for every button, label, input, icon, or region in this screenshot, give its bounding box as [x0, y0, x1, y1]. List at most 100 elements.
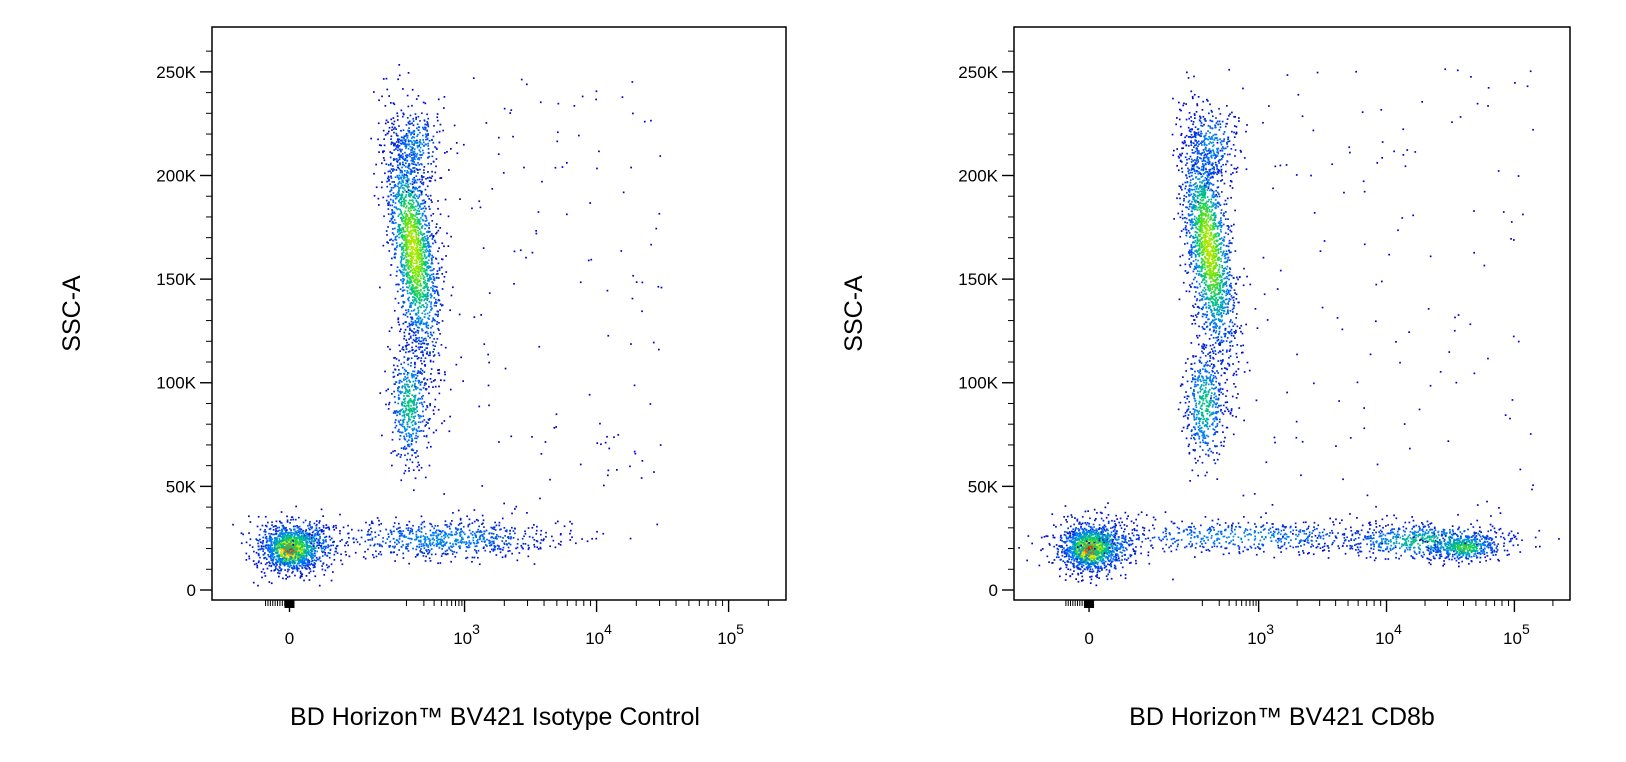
data-point: [401, 391, 403, 393]
data-point: [410, 247, 413, 250]
data-point: [297, 534, 299, 537]
data-point: [399, 245, 401, 247]
data-point: [400, 258, 403, 261]
data-point: [411, 302, 414, 305]
data-point: [398, 227, 401, 230]
data-point: [416, 127, 418, 130]
data-point: [632, 112, 634, 115]
data-point: [410, 133, 412, 136]
data-point: [467, 525, 470, 528]
data-point: [405, 527, 408, 530]
data-point: [406, 213, 409, 216]
data-point: [427, 418, 430, 421]
data-point: [424, 279, 427, 282]
data-point: [501, 517, 504, 520]
data-point: [402, 217, 405, 220]
data-point: [408, 217, 410, 219]
data-point: [475, 550, 477, 552]
data-point: [420, 523, 423, 526]
data-point: [400, 409, 402, 411]
data-point: [578, 134, 580, 137]
data-point: [416, 292, 419, 295]
data-point: [406, 275, 408, 278]
data-point: [409, 278, 412, 281]
data-point: [506, 536, 509, 539]
data-point: [428, 254, 431, 256]
scatter-points: [232, 64, 663, 587]
data-point: [433, 279, 436, 282]
data-point: [413, 181, 416, 184]
data-point: [404, 464, 407, 467]
data-point: [282, 532, 284, 535]
data-point: [431, 262, 434, 265]
data-point: [403, 413, 406, 416]
data-point: [403, 257, 406, 259]
data-point: [412, 321, 415, 324]
data-point: [398, 198, 401, 201]
data-point: [413, 308, 416, 311]
data-point: [380, 553, 383, 556]
data-point: [426, 405, 428, 407]
data-point: [434, 525, 437, 527]
data-point: [401, 252, 403, 255]
data-point: [475, 536, 477, 538]
data-point: [288, 536, 290, 539]
data-point: [413, 150, 416, 153]
data-point: [439, 309, 441, 311]
data-point: [408, 435, 411, 437]
y-tick-label: 100K: [156, 374, 196, 393]
data-point: [398, 398, 400, 401]
data-point: [413, 489, 415, 492]
data-point: [416, 387, 419, 389]
data-point: [416, 284, 419, 286]
data-point: [426, 321, 429, 324]
data-point: [418, 222, 421, 225]
data-point: [406, 181, 409, 184]
data-point: [391, 257, 393, 260]
data-point: [409, 276, 412, 278]
data-point: [400, 129, 402, 132]
data-point: [256, 525, 259, 528]
data-point: [416, 265, 419, 268]
data-point: [362, 556, 365, 558]
data-point: [325, 524, 328, 526]
data-point: [284, 555, 287, 557]
data-point: [425, 256, 428, 259]
data-point: [524, 543, 527, 545]
data-point: [378, 151, 380, 153]
data-point: [268, 555, 270, 558]
data-point: [479, 206, 482, 209]
data-point: [405, 234, 407, 236]
data-point: [408, 333, 410, 335]
data-point: [430, 333, 432, 336]
data-point: [426, 122, 429, 125]
data-point: [416, 286, 419, 289]
data-point: [429, 354, 431, 357]
data-point: [310, 550, 313, 553]
data-point: [418, 298, 421, 300]
data-point: [378, 545, 381, 547]
data-point: [409, 381, 412, 383]
data-point: [411, 385, 413, 388]
data-point: [499, 536, 502, 538]
data-point: [415, 285, 418, 288]
data-point: [444, 550, 447, 553]
data-point: [308, 540, 311, 543]
data-point: [420, 270, 422, 273]
data-point: [471, 531, 474, 533]
data-point: [416, 545, 418, 548]
data-point: [418, 299, 421, 302]
data-point: [414, 259, 416, 262]
data-point: [410, 276, 413, 279]
data-point: [395, 158, 398, 160]
data-point: [414, 422, 416, 425]
data-point: [390, 452, 393, 454]
data-point: [299, 536, 301, 539]
data-point: [412, 416, 415, 418]
data-point: [420, 216, 422, 219]
data-point: [409, 306, 411, 308]
data-point: [407, 363, 410, 366]
data-point: [406, 292, 409, 295]
